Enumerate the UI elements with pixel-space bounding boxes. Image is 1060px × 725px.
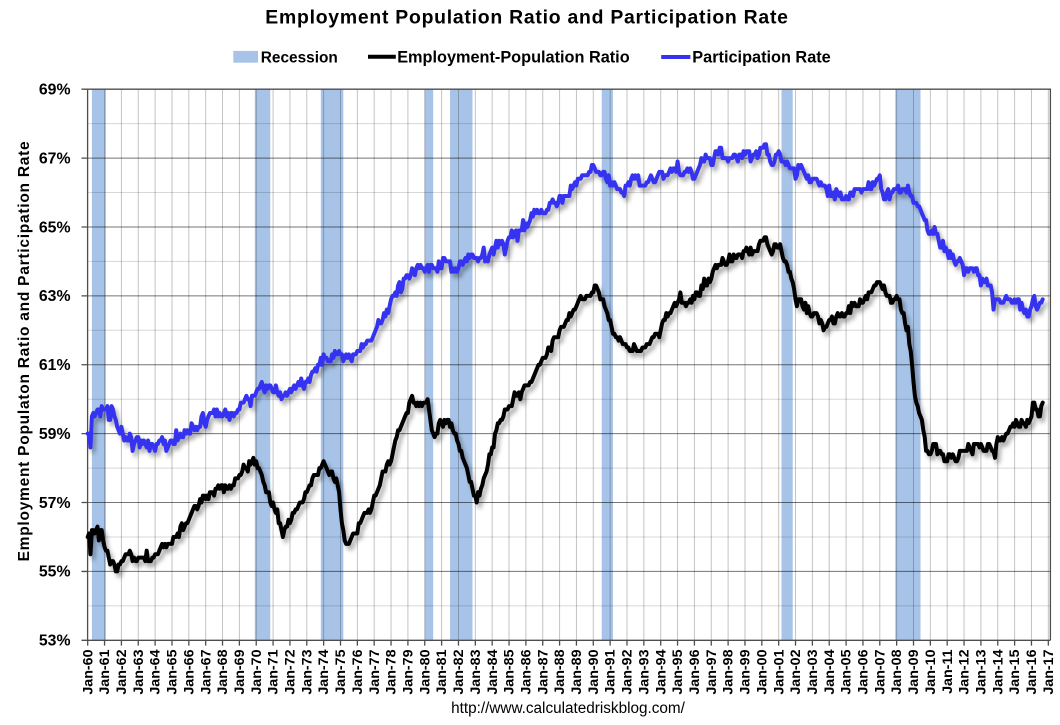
svg-text:Jan-86: Jan-86 (518, 649, 534, 694)
svg-text:Jan-05: Jan-05 (839, 649, 855, 694)
svg-text:Jan-66: Jan-66 (181, 649, 197, 694)
svg-text:Jan-62: Jan-62 (114, 649, 130, 694)
svg-text:Jan-13: Jan-13 (974, 649, 990, 694)
svg-text:Jan-16: Jan-16 (1024, 649, 1040, 694)
svg-text:Employment-Population Ratio: Employment-Population Ratio (397, 49, 630, 67)
svg-text:Jan-92: Jan-92 (620, 649, 636, 694)
svg-text:Jan-83: Jan-83 (468, 649, 484, 694)
svg-text:Jan-98: Jan-98 (721, 649, 737, 694)
svg-text:Jan-10: Jan-10 (923, 649, 939, 694)
svg-text:Jan-85: Jan-85 (502, 649, 518, 694)
svg-text:Jan-12: Jan-12 (957, 649, 973, 694)
svg-text:Jan-78: Jan-78 (384, 649, 400, 694)
svg-text:Jan-79: Jan-79 (401, 649, 417, 694)
svg-text:Jan-60: Jan-60 (80, 649, 96, 694)
svg-text:Jan-70: Jan-70 (249, 649, 265, 694)
svg-text:Jan-03: Jan-03 (805, 649, 821, 694)
svg-text:57%: 57% (39, 495, 71, 512)
svg-text:Jan-14: Jan-14 (990, 649, 1006, 694)
svg-text:Jan-63: Jan-63 (131, 649, 147, 694)
svg-text:Jan-04: Jan-04 (822, 649, 838, 694)
svg-text:Jan-95: Jan-95 (670, 649, 686, 694)
svg-text:Jan-61: Jan-61 (97, 649, 113, 694)
svg-text:Jan-73: Jan-73 (299, 649, 315, 694)
svg-text:Participation Rate: Participation Rate (692, 49, 830, 67)
svg-text:Employment Population Ratio an: Employment Population Ratio and Particip… (265, 7, 788, 29)
svg-text:Jan-67: Jan-67 (198, 649, 214, 694)
svg-text:Jan-77: Jan-77 (367, 649, 383, 694)
svg-text:Jan-06: Jan-06 (856, 649, 872, 694)
svg-text:Jan-89: Jan-89 (569, 649, 585, 694)
svg-text:Jan-93: Jan-93 (636, 649, 652, 694)
svg-text:Jan-11: Jan-11 (940, 649, 956, 693)
svg-text:61%: 61% (39, 357, 71, 374)
svg-text:Jan-02: Jan-02 (788, 649, 804, 694)
svg-text:Jan-76: Jan-76 (350, 649, 366, 694)
svg-text:Jan-08: Jan-08 (889, 649, 905, 694)
svg-text:Jan-74: Jan-74 (316, 649, 332, 694)
svg-text:Jan-65: Jan-65 (165, 649, 181, 694)
svg-text:69%: 69% (39, 82, 71, 99)
svg-text:Jan-68: Jan-68 (215, 649, 231, 694)
svg-text:Recession: Recession (261, 49, 338, 66)
svg-text:Jan-69: Jan-69 (232, 649, 248, 694)
svg-text:Jan-96: Jan-96 (687, 649, 703, 694)
svg-text:Jan-99: Jan-99 (738, 649, 754, 694)
svg-text:Jan-09: Jan-09 (906, 649, 922, 694)
svg-text:53%: 53% (39, 633, 71, 650)
svg-text:Jan-97: Jan-97 (704, 649, 720, 694)
svg-text:63%: 63% (39, 288, 71, 305)
svg-text:Jan-87: Jan-87 (535, 649, 551, 694)
svg-text:Jan-75: Jan-75 (333, 649, 349, 694)
svg-text:Jan-07: Jan-07 (872, 649, 888, 694)
svg-text:59%: 59% (39, 426, 71, 443)
svg-text:Jan-15: Jan-15 (1007, 649, 1023, 694)
svg-text:Jan-64: Jan-64 (148, 649, 164, 694)
svg-text:Jan-84: Jan-84 (485, 649, 501, 694)
svg-text:55%: 55% (39, 564, 71, 581)
svg-text:Jan-90: Jan-90 (586, 649, 602, 694)
svg-text:Jan-91: Jan-91 (603, 649, 619, 694)
svg-text:Jan-71: Jan-71 (266, 649, 282, 694)
svg-text:Employment Populaton Ratio and: Employment Populaton Ratio and Participa… (16, 141, 33, 562)
svg-text:Jan-94: Jan-94 (653, 649, 669, 694)
svg-text:Jan-81: Jan-81 (434, 649, 450, 694)
svg-text:Jan-80: Jan-80 (417, 649, 433, 694)
svg-text:http://www.calculatedriskblog.: http://www.calculatedriskblog.com/ (451, 700, 686, 717)
svg-text:Jan-82: Jan-82 (451, 649, 467, 694)
svg-text:Jan-00: Jan-00 (754, 649, 770, 694)
svg-text:Jan-72: Jan-72 (283, 649, 299, 694)
svg-text:67%: 67% (39, 150, 71, 167)
svg-text:Jan-88: Jan-88 (552, 649, 568, 694)
svg-text:65%: 65% (39, 219, 71, 236)
svg-text:Jan-17: Jan-17 (1041, 649, 1057, 694)
svg-text:Jan-01: Jan-01 (771, 649, 787, 694)
